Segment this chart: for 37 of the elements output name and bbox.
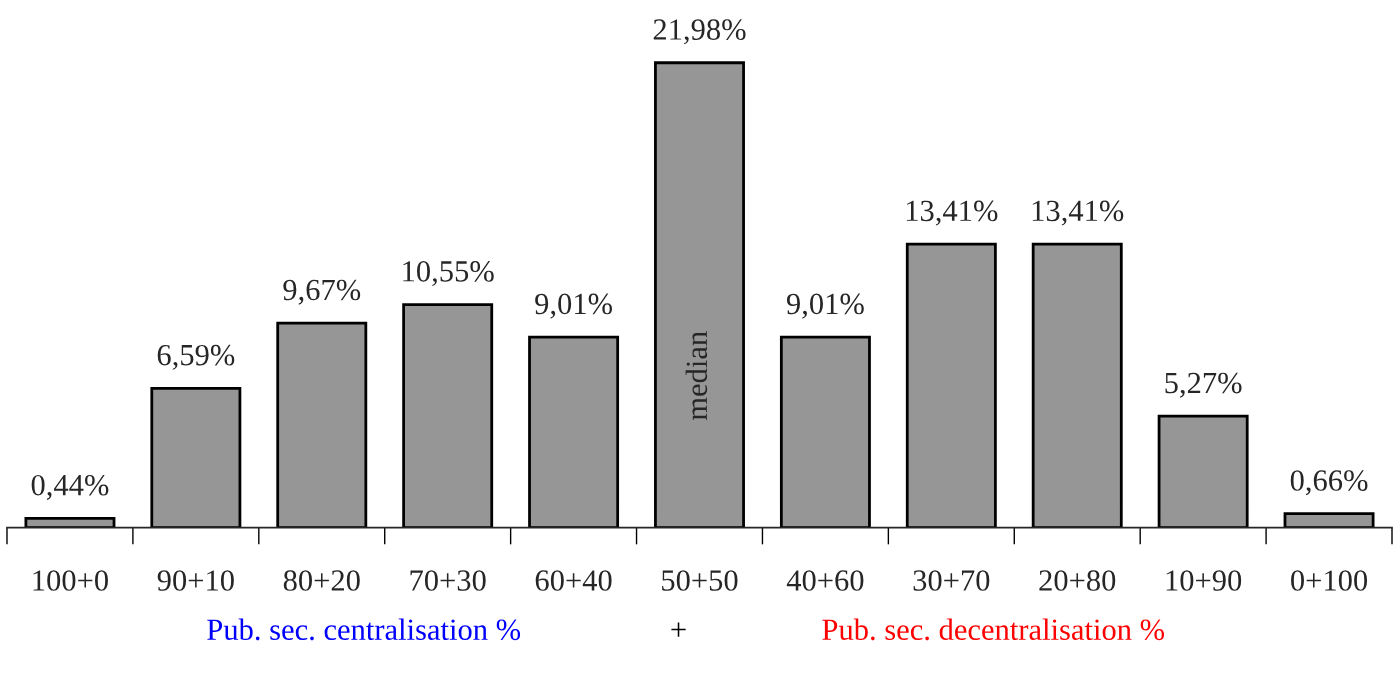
data-label: 10,55% [403, 261, 494, 287]
bar [905, 242, 997, 528]
data-label: 9,01% [786, 293, 864, 319]
bar [276, 321, 368, 528]
annotation: median [685, 331, 708, 421]
x-tick-label: 0+100 [1291, 570, 1368, 591]
data-label: 5,27% [1165, 372, 1242, 398]
bar [654, 61, 745, 528]
data-label: 9,67% [283, 279, 361, 305]
x-tick-label: 60+40 [535, 570, 612, 591]
bar [1157, 414, 1249, 528]
data-label: 21,98% [653, 19, 746, 45]
text: Pub. sec. centralisation % [207, 618, 521, 641]
bar [1031, 242, 1123, 528]
data-label: 13,41% [1032, 200, 1124, 226]
bar [528, 335, 620, 528]
data-label: 13,41% [906, 200, 998, 226]
x-tick-label: 70+30 [410, 570, 486, 591]
data-label: 6,59% [157, 344, 235, 370]
data-label: 9,01% [535, 293, 613, 319]
bar [779, 335, 871, 528]
x-tick-label: 10+90 [1166, 570, 1242, 591]
bar [150, 386, 242, 528]
x-tick-label: 50+50 [662, 570, 738, 591]
bar [1283, 512, 1375, 528]
bar [24, 516, 116, 528]
x-tick-label: 90+10 [157, 570, 234, 591]
x-tick-label: 40+60 [786, 570, 864, 591]
text: + [671, 622, 686, 637]
data-label: 0,66% [1290, 470, 1368, 496]
x-tick-label: 80+20 [283, 570, 360, 591]
x-tick-label: 30+70 [913, 570, 990, 591]
data-label: 0,44% [31, 474, 109, 500]
bar [402, 303, 494, 528]
x-tick-label: 100+0 [33, 570, 108, 591]
text: Pub. sec. decentralisation % [822, 618, 1165, 641]
x-tick-label: 20+80 [1039, 570, 1116, 591]
